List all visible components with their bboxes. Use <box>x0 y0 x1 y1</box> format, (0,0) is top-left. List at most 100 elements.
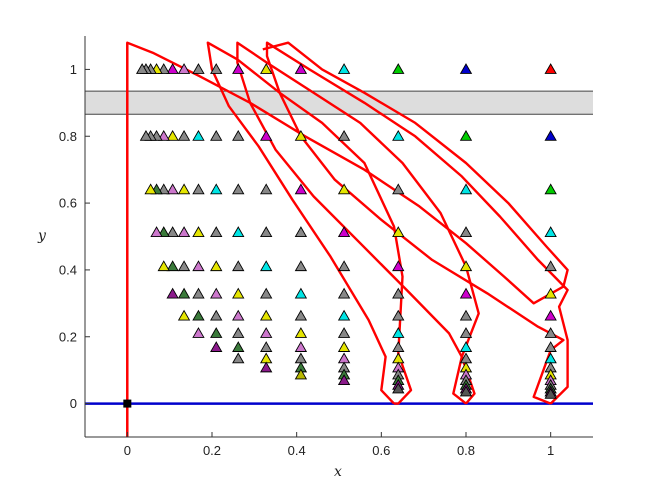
triangle-marker <box>177 287 191 299</box>
triangle-marker <box>192 226 205 237</box>
triangle-marker <box>544 287 557 299</box>
triangle-marker <box>459 226 473 237</box>
axes-layer: 0 0.2 0.4 0.6 0.8 1 0 0.2 0.4 0.6 0.8 1 <box>59 36 593 458</box>
triangle-marker <box>459 341 473 352</box>
triangle-marker <box>166 287 179 299</box>
triangle-marker <box>260 63 273 74</box>
triangle-marker <box>210 287 223 299</box>
triangle-marker <box>392 327 405 338</box>
triangle-marker <box>459 63 473 74</box>
triangle-marker <box>260 287 273 299</box>
triangle-marker <box>337 226 351 237</box>
triangle-marker <box>166 226 179 237</box>
triangle-marker <box>260 309 273 321</box>
triangle-marker <box>392 309 405 321</box>
triangle-marker <box>192 327 205 338</box>
y-tick-label: 0.8 <box>59 129 77 144</box>
triangle-marker <box>337 374 351 386</box>
triangle-marker <box>260 327 273 338</box>
triangle-marker <box>192 129 205 141</box>
triangle-marker <box>392 129 405 141</box>
triangle-marker <box>135 63 149 74</box>
y-tick-label: 0.6 <box>59 196 77 211</box>
shaded-band-layer <box>85 90 593 115</box>
triangle-marker <box>192 63 205 74</box>
y-axis-label: y <box>37 228 47 244</box>
triangle-marker <box>144 183 157 195</box>
triangle-marker <box>210 226 223 237</box>
triangle-marker <box>294 352 308 364</box>
x-tick-label: 0 <box>124 443 131 458</box>
triangle-marker <box>177 129 191 141</box>
x-tick-label: 0.2 <box>203 443 221 458</box>
triangle-marker <box>294 309 308 321</box>
triangle-marker <box>192 183 205 195</box>
triangle-marker <box>192 260 205 272</box>
triangle-marker <box>232 309 245 321</box>
y-tick-label: 0.4 <box>59 262 77 277</box>
triangle-marker <box>544 341 557 352</box>
triangle-marker <box>392 287 405 299</box>
triangle-marker <box>166 183 179 195</box>
x-axis-label: x <box>334 464 342 480</box>
triangle-marker <box>544 260 557 272</box>
triangle-marker <box>294 183 308 195</box>
triangle-marker <box>337 341 351 352</box>
triangle-marker <box>150 226 163 237</box>
triangle-marker <box>337 309 351 321</box>
triangle-marker <box>232 327 245 338</box>
triangle-marker <box>544 309 557 321</box>
triangle-marker <box>210 260 223 272</box>
triangle-marker <box>392 63 405 74</box>
triangle-marker <box>157 260 170 272</box>
triangle-marker <box>459 327 473 338</box>
triangle-marker <box>232 260 245 272</box>
y-tick-label: 0.2 <box>59 329 77 344</box>
triangle-marker <box>337 63 351 74</box>
triangle-marker <box>392 382 405 394</box>
triangle-marker <box>337 183 351 195</box>
triangle-marker <box>294 327 308 338</box>
triangle-marker <box>177 226 191 237</box>
y-tick-label: 0 <box>70 396 77 411</box>
triangle-marker <box>232 352 245 364</box>
triangle-marker <box>166 63 179 74</box>
triangle-marker <box>177 309 191 321</box>
triangle-marker <box>294 129 308 141</box>
triangle-marker <box>260 341 273 352</box>
triangle-marker <box>544 387 557 399</box>
triangle-marker <box>392 341 405 352</box>
triangle-marker <box>294 287 308 299</box>
triangle-marker <box>392 260 405 272</box>
shaded-band <box>85 91 593 115</box>
triangle-marker <box>260 361 273 373</box>
triangle-marker <box>459 129 473 141</box>
triangle-marker-layer <box>123 63 557 408</box>
curve-layer <box>126 41 569 437</box>
triangle-marker <box>392 226 405 237</box>
triangle-marker <box>210 183 223 195</box>
x-tick-label: 0.4 <box>288 443 306 458</box>
triangle-marker <box>177 260 191 272</box>
x-tick-label: 1 <box>547 443 554 458</box>
triangle-marker <box>210 63 223 74</box>
triangle-marker <box>544 327 557 338</box>
triangle-marker <box>392 352 405 364</box>
triangle-marker <box>544 63 557 74</box>
triangle-marker <box>459 309 473 321</box>
triangle-marker <box>337 287 351 299</box>
triangle-marker <box>192 309 205 321</box>
triangle-marker <box>294 368 308 380</box>
triangle-marker <box>337 352 351 364</box>
triangle-marker <box>337 260 351 272</box>
triangle-marker <box>139 129 153 141</box>
triangle-marker <box>459 287 473 299</box>
triangle-marker <box>337 327 351 338</box>
triangle-marker <box>260 260 273 272</box>
y-tick-label: 1 <box>70 62 77 77</box>
triangle-marker <box>294 260 308 272</box>
triangle-marker <box>177 63 191 74</box>
triangle-marker <box>260 352 273 364</box>
triangle-marker <box>337 129 351 141</box>
